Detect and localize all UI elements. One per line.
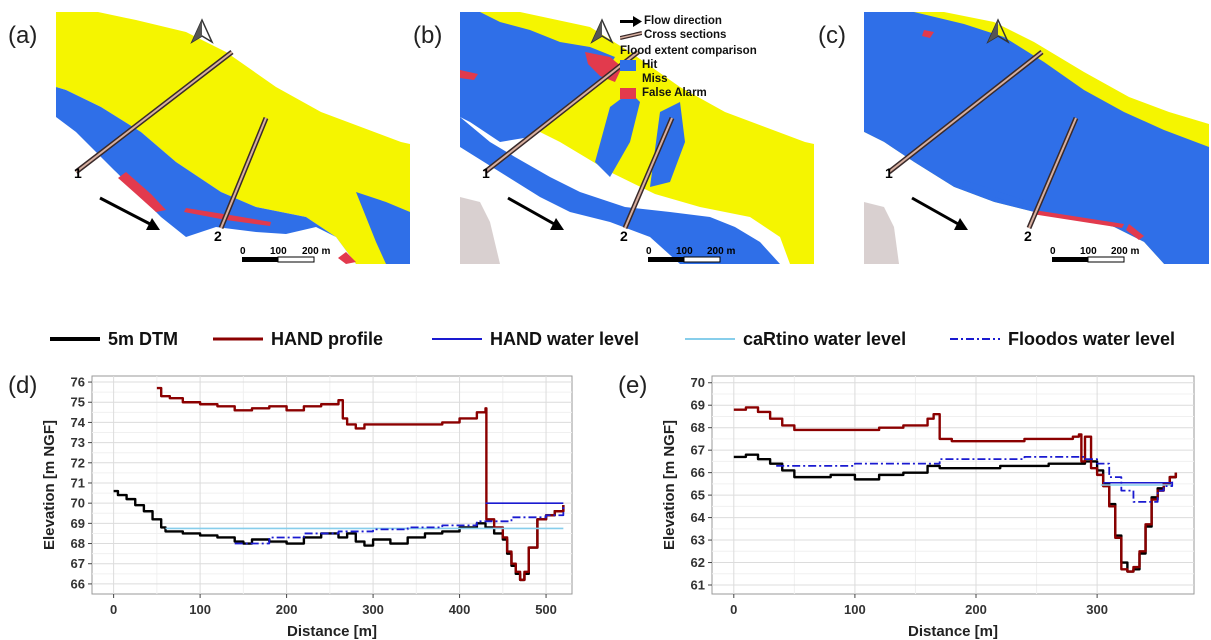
cross-section-2-label-c: 2 — [1024, 228, 1032, 244]
chart-d-y-tick-label: 75 — [71, 395, 85, 410]
legend-line-dtm — [50, 337, 100, 341]
legend-line-hand-water — [432, 338, 482, 340]
chart-d-series-floodos-water-level — [234, 505, 565, 545]
flow-arrow-icon — [507, 196, 564, 230]
scale-label-0-a: 0 — [240, 246, 246, 257]
scale-label-200-c: 200 m — [1111, 246, 1140, 257]
map-legend: Flow direction Cross sections Flood exte… — [620, 14, 757, 100]
legend-title: Flood extent comparison — [620, 45, 757, 57]
chart-e-series-floodos-water-level — [776, 456, 1174, 503]
legend-false-alarm: False Alarm — [620, 86, 757, 100]
chart-e-y-tick-label: 61 — [691, 578, 705, 593]
panel-label-d: (d) — [8, 372, 38, 399]
chart-e-y-tick-label: 66 — [691, 465, 705, 480]
legend-line-cartino — [685, 338, 735, 340]
flow-arrow-icon — [99, 196, 160, 230]
panel-label-b: (b) — [413, 22, 443, 49]
north-arrow-icon — [590, 18, 614, 44]
scale-label-200-b: 200 m — [707, 246, 736, 257]
cross-section-1-label-b: 1 — [482, 165, 490, 181]
chart-e-y-axis-label: Elevation [m NGF] — [661, 420, 678, 550]
chart-d-y-tick-label: 71 — [71, 475, 85, 490]
chart-e-y-tick-label: 68 — [691, 420, 705, 435]
panel-label-e: (e) — [618, 372, 648, 399]
legend-hand-profile: HAND profile — [213, 324, 383, 354]
chart-d-x-axis-label: Distance [m] — [287, 623, 377, 640]
scale-label-0-c: 0 — [1050, 246, 1056, 257]
chart-d-y-tick-label: 74 — [71, 415, 86, 430]
chart-d-y-tick-label: 66 — [71, 576, 85, 591]
legend-floodos-water-level: Floodos water level — [950, 324, 1175, 354]
north-arrow-icon — [986, 18, 1010, 44]
cross-section-2-label-b: 2 — [620, 228, 628, 244]
chart-e-x-axis-label: Distance [m] — [908, 623, 998, 640]
chart-d-x-tick-label: 300 — [362, 602, 384, 617]
cross-section-2-label-a: 2 — [214, 228, 222, 244]
chart-e-y-tick-label: 64 — [691, 510, 706, 525]
flood-map-c — [864, 12, 1209, 264]
line-legend: 5m DTM HAND profile HAND water level caR… — [0, 324, 1211, 354]
profile-chart-e: 0 100 200 300 61 62 63 64 65 66 67 68 69 70 Distance [… — [661, 375, 1195, 640]
cross-section-1-label-a: 1 — [74, 165, 82, 181]
north-arrow-icon — [190, 18, 214, 44]
scale-label-200-a: 200 m — [302, 246, 331, 257]
legend-cross-sections: Cross sections — [620, 28, 757, 42]
chart-e-series-hand-profile — [733, 406, 1178, 573]
chart-d-x-tick-label: 500 — [535, 602, 557, 617]
legend-swatch-false-alarm — [620, 87, 636, 99]
chart-d-series-5m-dtm — [113, 489, 565, 582]
flow-arrow-icon — [620, 15, 642, 27]
chart-d-series-hand-profile — [156, 386, 565, 582]
scale-label-100-b: 100 — [676, 246, 693, 257]
chart-e-x-tick-label: 300 — [1086, 602, 1108, 617]
scale-label-100-a: 100 — [270, 246, 287, 257]
chart-d-y-axis-label: Elevation [m NGF] — [41, 420, 58, 550]
chart-e-x-tick-label: 200 — [965, 602, 987, 617]
chart-e-x-tick-label: 0 — [730, 602, 737, 617]
chart-d-x-tick-label: 100 — [189, 602, 211, 617]
chart-d-x-tick-label: 200 — [276, 602, 298, 617]
legend-miss: Miss — [620, 72, 757, 86]
scale-label-100-c: 100 — [1080, 246, 1097, 257]
legend-cartino-water-level: caRtino water level — [685, 324, 906, 354]
panel-label-c: (c) — [818, 22, 846, 49]
scale-bar — [1052, 256, 1125, 263]
flood-map-a — [56, 12, 410, 264]
panel-label-a: (a) — [8, 22, 38, 49]
cross-section-line-icon — [620, 30, 642, 40]
chart-d-y-tick-label: 67 — [71, 556, 85, 571]
legend-swatch-miss — [620, 73, 636, 85]
chart-e-y-tick-label: 67 — [691, 443, 705, 458]
chart-e-y-tick-label: 70 — [691, 375, 705, 390]
chart-e-x-tick-label: 100 — [844, 602, 866, 617]
flow-arrow-icon — [911, 196, 968, 230]
legend-5m-dtm: 5m DTM — [50, 324, 178, 354]
flood-map-b — [460, 12, 814, 264]
scale-bar — [648, 256, 721, 263]
cross-section-1-label-c: 1 — [885, 165, 893, 181]
scale-label-0-b: 0 — [646, 246, 652, 257]
legend-hit: Hit — [620, 58, 757, 72]
legend-line-hand-profile — [213, 337, 263, 341]
chart-e-y-tick-label: 62 — [691, 555, 705, 570]
chart-d-y-tick-label: 76 — [71, 375, 85, 390]
chart-d-y-tick-label: 73 — [71, 435, 85, 450]
chart-e-y-tick-label: 65 — [691, 488, 705, 503]
legend-swatch-hit — [620, 59, 636, 71]
chart-e-y-tick-label: 63 — [691, 533, 705, 548]
legend-line-floodos — [950, 338, 1000, 340]
profile-chart-d: 0 100 200 300 400 500 66 67 68 69 70 71 72 73 74 75 76 Di… — [41, 375, 573, 640]
chart-d-plot-area — [91, 375, 573, 595]
chart-e-y-tick-label: 69 — [691, 398, 705, 413]
chart-d-y-tick-label: 68 — [71, 536, 85, 551]
legend-hand-water-level: HAND water level — [432, 324, 639, 354]
chart-d-y-tick-label: 69 — [71, 516, 85, 531]
scale-bar — [242, 256, 315, 263]
chart-d-x-tick-label: 400 — [449, 602, 471, 617]
chart-d-y-tick-label: 72 — [71, 455, 85, 470]
legend-flow-direction: Flow direction — [620, 14, 757, 28]
chart-d-x-tick-label: 0 — [110, 602, 117, 617]
chart-d-y-tick-label: 70 — [71, 496, 85, 511]
